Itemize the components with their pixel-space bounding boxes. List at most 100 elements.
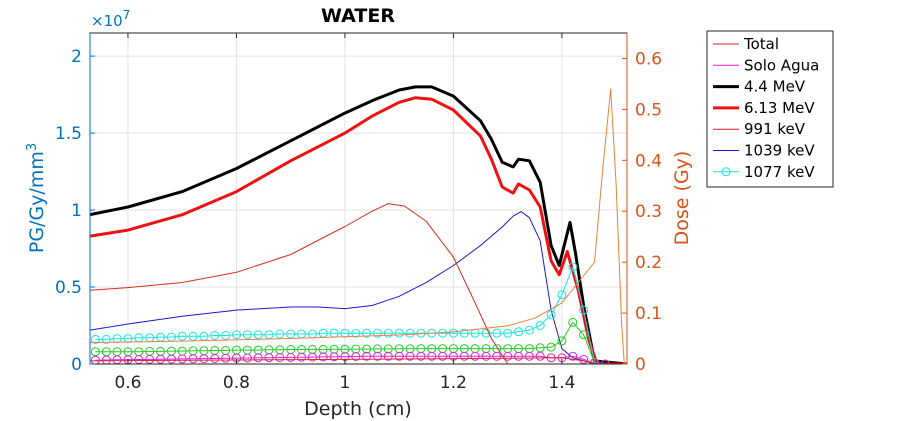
y-axis-left: 0 0.5 1 1.5 2 xyxy=(55,33,95,375)
series-5-marker xyxy=(459,351,469,361)
series-5-marker xyxy=(101,355,111,364)
series-line-1 xyxy=(90,96,627,364)
series-line-3 xyxy=(95,266,606,364)
series-3-marker xyxy=(546,310,556,320)
y-right-tick-label: 0.6 xyxy=(635,49,662,69)
series-5-marker xyxy=(492,351,502,361)
series-3-marker xyxy=(524,325,534,335)
series-4-marker xyxy=(546,342,556,352)
y-left-tick-label: 2 xyxy=(71,47,82,67)
series-4-marker xyxy=(579,330,589,340)
series-3-marker xyxy=(188,331,198,341)
x-tick-label: 1 xyxy=(340,373,351,393)
series-5-marker xyxy=(405,351,415,361)
series-5-marker xyxy=(90,355,100,364)
y-axis-left-label-main: PG/Gy/mm xyxy=(26,151,48,253)
series-3-marker xyxy=(351,328,361,338)
series-3-marker xyxy=(568,262,578,272)
series-3-marker xyxy=(221,331,231,340)
series-5-marker xyxy=(438,351,448,361)
series-3-marker xyxy=(492,328,502,338)
series-5-marker xyxy=(394,351,404,361)
series-line-0 xyxy=(90,85,627,364)
y-multiplier: ×107 xyxy=(91,8,130,30)
y-left-tick-label: 0.5 xyxy=(55,278,82,298)
legend-label: 1039 keV xyxy=(744,142,815,160)
series-5-marker xyxy=(307,352,317,362)
grid xyxy=(90,33,627,365)
series-5-marker xyxy=(362,351,372,361)
series-3-marker xyxy=(123,334,133,344)
series-3-marker xyxy=(503,328,513,338)
y-left-tick-label: 1.5 xyxy=(55,124,82,144)
chart-title: WATER xyxy=(321,5,395,27)
series-5-marker xyxy=(427,351,437,361)
legend-label: 4.4 MeV xyxy=(744,78,806,96)
series-group xyxy=(90,85,627,364)
series-line-2 xyxy=(90,211,627,364)
legend-label: 991 keV xyxy=(744,120,806,138)
series-layer xyxy=(90,85,627,364)
series-5-marker xyxy=(503,351,513,361)
legend-label: 6.13 MeV xyxy=(744,99,815,117)
y-multiplier-exp: 7 xyxy=(123,8,131,22)
series-3-marker xyxy=(275,329,285,339)
series-3-marker xyxy=(383,328,393,338)
series-3-marker xyxy=(535,321,545,330)
series-5-marker xyxy=(481,351,491,361)
series-5-marker xyxy=(568,351,578,361)
series-5-marker xyxy=(188,354,198,364)
series-5-marker xyxy=(177,354,187,364)
x-axis-label: Depth (cm) xyxy=(304,398,412,420)
series-5-marker xyxy=(199,354,209,364)
y-right-tick-label: 0.3 xyxy=(635,202,662,222)
y-multiplier-base: ×10 xyxy=(91,12,123,30)
series-4-marker xyxy=(568,317,578,327)
series-5-marker xyxy=(253,353,263,363)
series-line-8 xyxy=(90,88,627,364)
y-right-tick-label: 0.2 xyxy=(635,253,662,273)
series-5-marker xyxy=(242,353,252,363)
series-3-marker xyxy=(579,305,589,315)
x-tick-label: 1.4 xyxy=(548,373,575,393)
x-tick-label: 0.8 xyxy=(223,373,250,393)
series-3-marker xyxy=(232,330,241,340)
series-5-marker xyxy=(514,351,523,361)
series-4-marker xyxy=(557,336,567,346)
series-5-marker xyxy=(210,354,220,363)
series-5-marker xyxy=(264,353,274,363)
series-4-marker xyxy=(383,344,393,354)
y-right-tick-label: 0.1 xyxy=(635,304,662,324)
series-5-marker xyxy=(166,354,176,364)
series-5-marker xyxy=(535,351,545,361)
series-4-marker xyxy=(351,344,361,354)
series-5-marker xyxy=(373,351,382,361)
series-5-marker xyxy=(524,351,534,361)
series-5-marker xyxy=(600,359,610,364)
series-line-4 xyxy=(95,321,606,364)
series-3-marker xyxy=(242,330,252,340)
series-5-marker xyxy=(351,352,361,361)
series-3-marker xyxy=(373,328,382,338)
series-4-marker xyxy=(373,344,382,354)
series-5-marker xyxy=(145,354,155,364)
series-3-marker xyxy=(253,330,263,340)
series-5-marker xyxy=(470,351,480,361)
series-3-marker xyxy=(459,328,469,338)
series-line-5 xyxy=(95,355,606,364)
series-3-marker xyxy=(405,328,415,338)
series-3-marker xyxy=(514,327,523,337)
plot-area-frame xyxy=(89,32,628,365)
y-axis-right-label: Dose (Gy) xyxy=(671,151,693,246)
series-5-marker xyxy=(579,354,589,364)
x-tick-label: 1.2 xyxy=(440,373,467,393)
series-5-marker xyxy=(297,352,306,362)
series-line-6 xyxy=(90,357,627,364)
series-3-marker xyxy=(90,334,100,344)
series-5-marker xyxy=(221,353,231,363)
series-5-marker xyxy=(383,351,393,361)
y-left-tick-label: 0 xyxy=(71,355,82,375)
y-right-tick-label: 0.4 xyxy=(635,151,662,171)
series-4-marker xyxy=(340,344,350,354)
legend-marker xyxy=(721,167,731,177)
